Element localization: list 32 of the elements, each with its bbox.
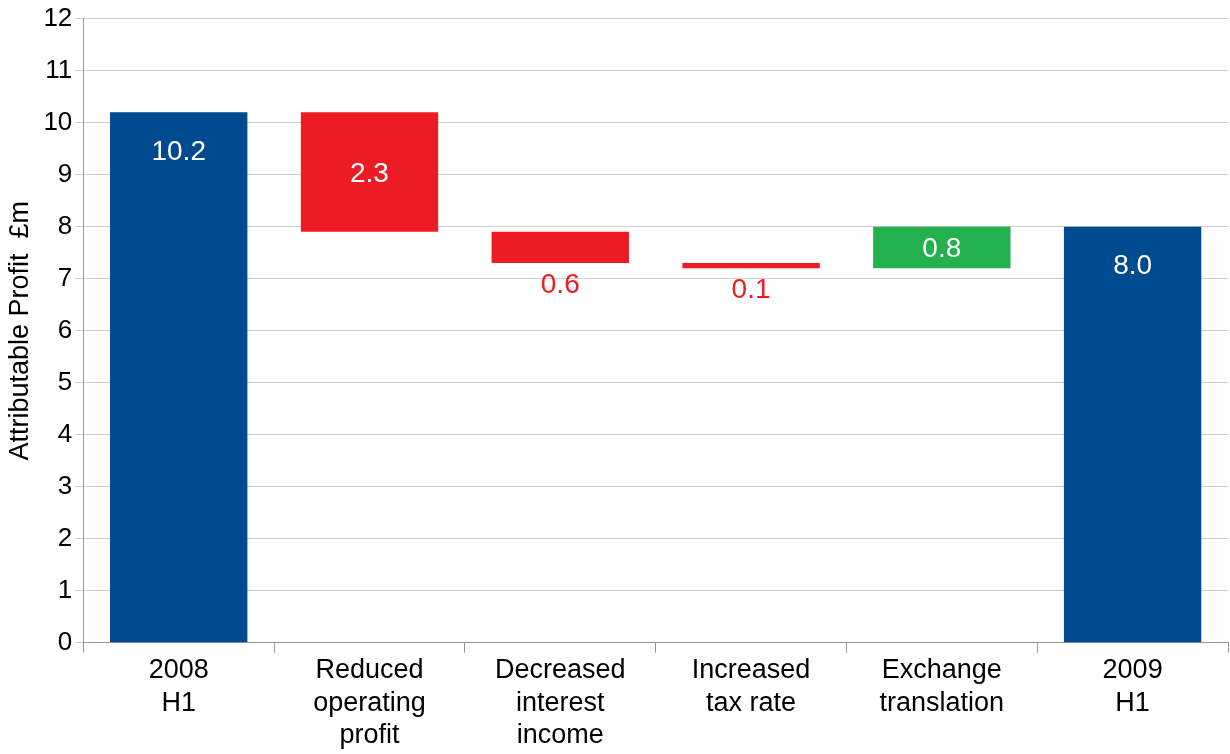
x-tick-label: 2009 H1 [1102,654,1163,717]
data-label: 0.1 [731,273,771,304]
bar [1063,226,1202,643]
y-tick-label: 0 [57,625,73,656]
y-tick-label: 9 [57,157,73,188]
y-tick-label: 12 [43,1,73,32]
data-label: 10.2 [151,134,206,166]
bar [491,231,629,264]
y-tick-label: 8 [57,209,73,240]
y-tick-label: 1 [57,573,73,604]
y-tick-label: 6 [57,313,73,344]
x-tick-label: Exchange translation [879,654,1005,717]
y-axis-title: Attributable Profit £m [3,200,34,461]
bar [873,226,1011,269]
x-tick-label: 2008 H1 [148,654,209,717]
y-tick-label: 2 [57,521,73,552]
y-tick-label: 5 [57,365,73,396]
y-tick-label: 11 [45,53,73,84]
y-tick-label: 7 [57,261,73,292]
bar [682,263,820,269]
data-label: 0.6 [540,267,580,299]
data-label: 2.3 [350,156,389,188]
x-tick-label: Increased tax rate [691,654,811,717]
data-label: 0.8 [922,232,962,264]
y-tick-label: 4 [57,417,73,448]
bar [110,112,248,643]
y-tick-label: 3 [57,469,73,500]
x-tick-label: Decreased interest income [494,654,626,750]
y-tick-label: 10 [43,105,73,136]
x-tick-label: Reduced operating profit [313,654,426,750]
bar [300,112,439,232]
data-label: 8.0 [1113,249,1153,281]
